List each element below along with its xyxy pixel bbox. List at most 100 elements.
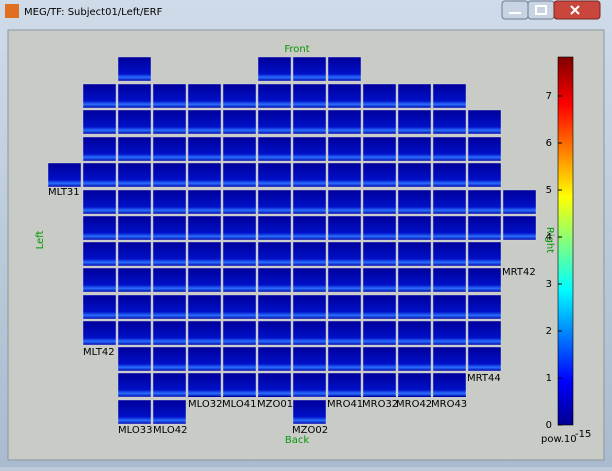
maximize-button[interactable]	[527, 0, 555, 20]
sensor-tile	[82, 215, 117, 241]
sensor-tile	[117, 109, 152, 135]
sensor-tile	[222, 189, 257, 215]
sensor-tile	[152, 346, 187, 372]
sensor-tile	[222, 136, 257, 162]
sensor-tile	[222, 294, 257, 320]
sensor-tile	[188, 396, 221, 397]
sensor-tile	[187, 189, 222, 215]
sensor-tile	[467, 241, 502, 267]
sensor-tile	[327, 372, 362, 398]
sensor-label: MLO32	[188, 399, 222, 410]
sensor-label: MLO41	[222, 399, 256, 410]
sensor-tile	[362, 83, 397, 109]
close-button[interactable]	[553, 0, 601, 20]
sensor-tile	[327, 189, 362, 215]
sensor-tile	[187, 109, 222, 135]
sensor-tile	[362, 372, 397, 398]
window-title: MEG/TF: Subject01/Left/ERF	[24, 7, 163, 18]
sensor-tile	[222, 346, 257, 372]
sensor-tile	[397, 215, 432, 241]
sensor-tile	[257, 56, 292, 82]
sensor-tile	[117, 189, 152, 215]
sensor-tile	[257, 189, 292, 215]
colorbar-tick-label: 3	[546, 279, 552, 290]
sensor-tile	[187, 83, 222, 109]
sensor-tile	[257, 320, 292, 346]
sensor-tile	[257, 162, 292, 188]
colorbar-tick-label: 0	[546, 420, 552, 431]
sensor-tile	[257, 346, 292, 372]
sensor-tile	[187, 241, 222, 267]
sensor-tile	[292, 136, 327, 162]
sensor-tile	[257, 372, 292, 398]
sensor-tile	[467, 294, 502, 320]
sensor-tile	[502, 215, 537, 241]
sensor-tile	[117, 215, 152, 241]
sensor-tile	[362, 294, 397, 320]
sensor-tile	[117, 136, 152, 162]
sensor-tile	[258, 396, 291, 397]
sensor-tile	[362, 109, 397, 135]
sensor-tile	[82, 241, 117, 267]
sensor-tile	[327, 320, 362, 346]
sensor-label: MRO43	[431, 399, 467, 410]
sensor-tile	[292, 189, 327, 215]
sensor-tile	[152, 162, 187, 188]
sensor-tile	[362, 136, 397, 162]
sensor-tiles	[47, 56, 537, 425]
sensor-tile	[257, 136, 292, 162]
sensor-tile	[187, 346, 222, 372]
sensor-tile	[467, 346, 502, 372]
sensor-label: MRT44	[467, 373, 501, 384]
sensor-tile	[362, 215, 397, 241]
colorbar-tick-label: 7	[546, 91, 552, 102]
sensor-tile	[257, 267, 292, 293]
sensor-tile	[187, 372, 222, 398]
sensor-tile	[327, 56, 362, 82]
close-glyph	[570, 5, 580, 15]
sensor-label: MLO42	[153, 425, 187, 436]
sensor-tile	[187, 136, 222, 162]
sensor-tile	[432, 215, 467, 241]
sensor-tile	[327, 241, 362, 267]
sensor-label: MLO33	[118, 425, 152, 436]
right-label: Right	[544, 227, 555, 253]
colorbar-tick-label: 5	[546, 185, 552, 196]
sensor-tile	[152, 399, 187, 425]
sensor-tile	[432, 320, 467, 346]
sensor-tile	[187, 320, 222, 346]
sensor-label: MZO02	[292, 425, 328, 436]
sensor-tile	[327, 136, 362, 162]
sensor-tile	[467, 162, 502, 188]
sensor-tile	[327, 109, 362, 135]
sensor-tile	[328, 396, 361, 397]
sensor-tile	[292, 241, 327, 267]
sensor-tile	[222, 162, 257, 188]
sensor-tile	[327, 83, 362, 109]
colorbar-tick-label: 2	[546, 326, 552, 337]
sensor-tile	[362, 346, 397, 372]
sensor-tile	[432, 83, 467, 109]
sensor-tile	[467, 136, 502, 162]
sensor-tile	[432, 294, 467, 320]
sensor-tile	[397, 136, 432, 162]
sensor-tile	[47, 162, 82, 188]
sensor-tile	[82, 294, 117, 320]
sensor-tile	[433, 396, 466, 397]
minimize-button[interactable]	[501, 0, 529, 20]
sensor-tile	[398, 396, 431, 397]
sensor-tile	[222, 320, 257, 346]
sensor-tile	[152, 136, 187, 162]
sensor-tile	[292, 83, 327, 109]
sensor-label: MRO42	[396, 399, 432, 410]
back-label: Back	[285, 435, 309, 446]
sensor-tile	[397, 241, 432, 267]
sensor-tile	[257, 109, 292, 135]
sensor-tile	[467, 109, 502, 135]
sensor-tile	[152, 372, 187, 398]
sensor-tile	[362, 241, 397, 267]
sensor-tile	[432, 241, 467, 267]
sensor-tile	[292, 399, 327, 425]
sensor-tile	[117, 346, 152, 372]
